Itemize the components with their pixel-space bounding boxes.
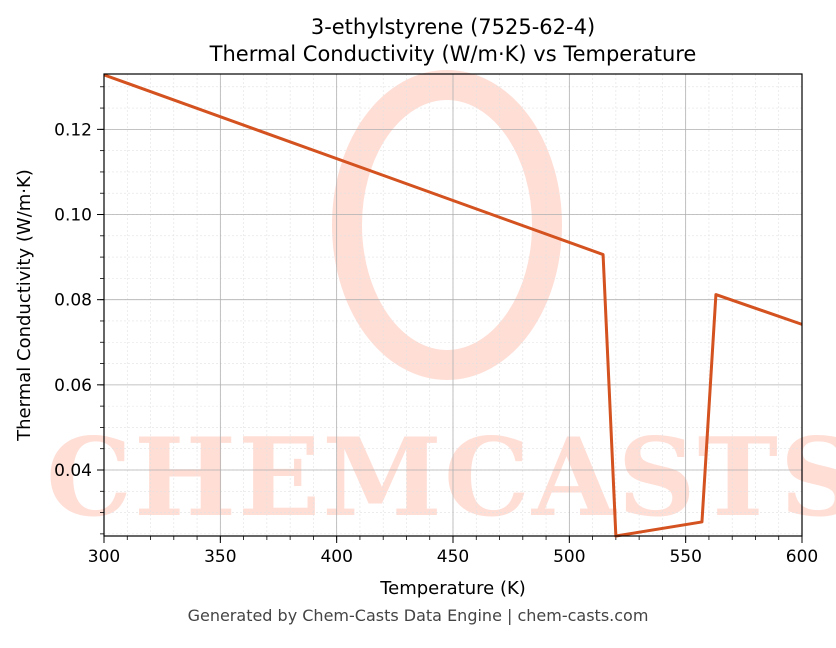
x-tick-label: 350 — [204, 547, 236, 567]
x-axis-label: Temperature (K) — [379, 578, 526, 599]
plot-frame — [103, 73, 803, 537]
watermark: CHEMCASTS — [46, 70, 836, 541]
x-tick-label: 450 — [437, 547, 469, 567]
y-tick-label: 0.12 — [54, 120, 92, 140]
x-tick-label: 400 — [320, 547, 352, 567]
series-layer — [103, 73, 803, 538]
watermark-text: CHEMCASTS — [46, 415, 836, 541]
series-line — [103, 73, 803, 538]
x-tick-label: 550 — [669, 547, 701, 567]
x-tick-label: 600 — [786, 547, 818, 567]
y-tick-label: 0.04 — [54, 461, 92, 481]
y-tick-label: 0.06 — [54, 376, 92, 396]
y-axis: 0.04 0.06 0.08 0.10 0.12 — [54, 86, 104, 535]
x-tick-label: 500 — [553, 547, 585, 567]
y-tick-label: 0.08 — [54, 291, 92, 311]
chart-title: 3-ethylstyrene (7525-62-4) — [311, 15, 595, 39]
y-axis-label: Thermal Conductivity (W/m·K) — [14, 169, 35, 442]
chart-subtitle: Thermal Conductivity (W/m·K) vs Temperat… — [209, 42, 697, 66]
footer-credit: Generated by Chem-Casts Data Engine | ch… — [187, 606, 649, 625]
watermark-logo-ring — [332, 70, 562, 380]
y-tick-label: 0.10 — [54, 206, 92, 226]
x-axis: 300 350 400 450 500 550 600 — [88, 536, 818, 567]
x-tick-label: 300 — [88, 547, 120, 567]
grid — [103, 74, 803, 536]
